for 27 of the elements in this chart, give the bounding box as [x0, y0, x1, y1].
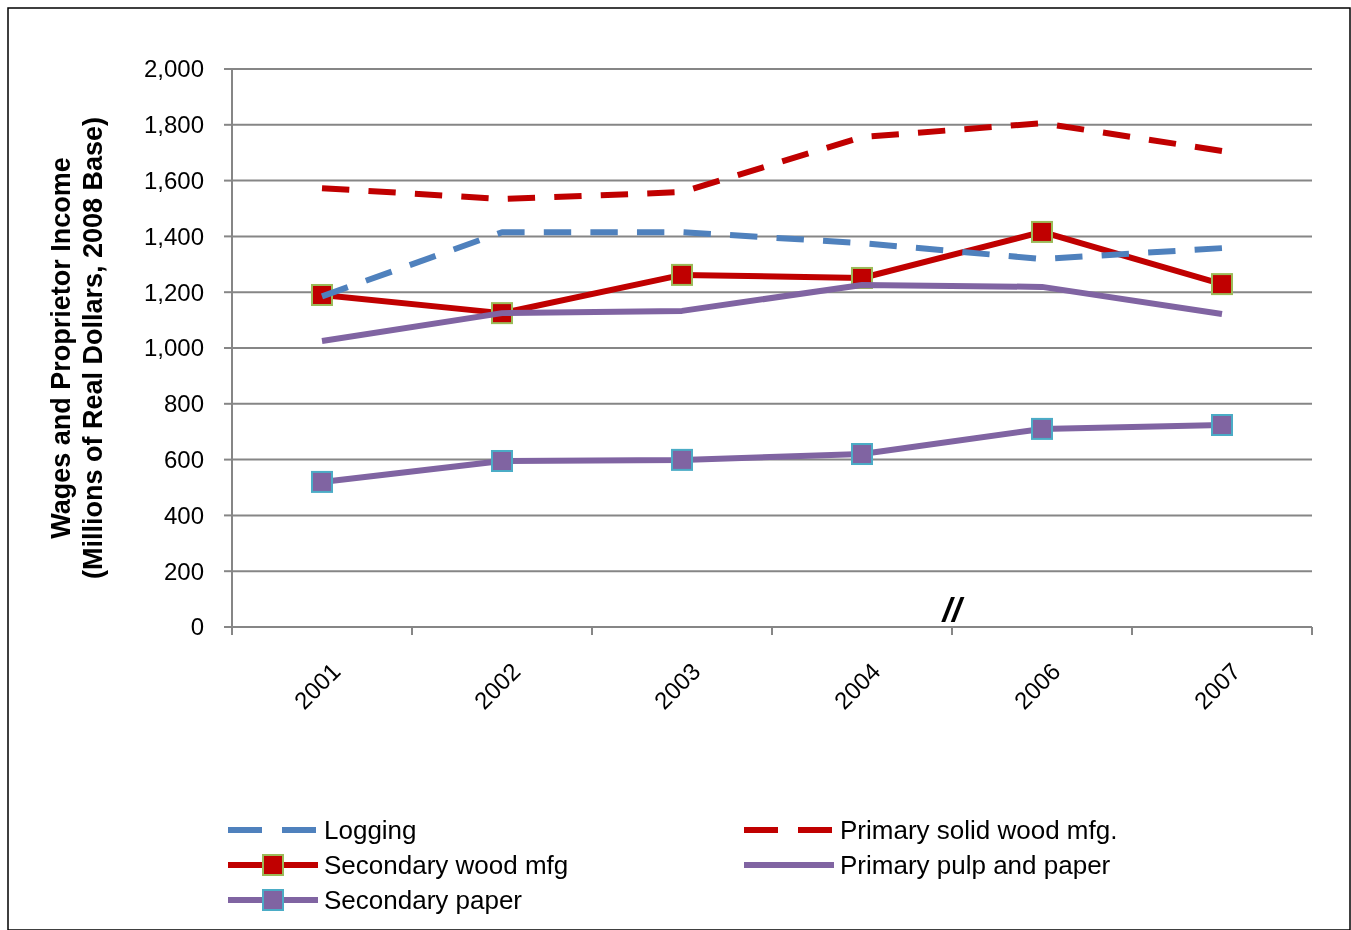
- legend-label: Secondary wood mfg: [324, 850, 569, 881]
- point: [1031, 220, 1053, 243]
- legend-label: Primary solid wood mfg.: [840, 815, 1118, 846]
- point: [1211, 273, 1233, 296]
- annotation: //: [940, 590, 965, 628]
- legend-label: Logging: [324, 815, 417, 846]
- point: [311, 470, 333, 493]
- y-tick-label: 600: [163, 446, 204, 473]
- y-tick-label: 2,000: [143, 55, 204, 83]
- y-tick-label: 0: [190, 613, 204, 641]
- point: [671, 263, 693, 286]
- point: [1211, 414, 1233, 436]
- point: [671, 448, 693, 471]
- y-tick-label: 1,800: [143, 111, 204, 139]
- y-tick-label: 400: [163, 501, 204, 529]
- y-tick-label: 1,000: [143, 334, 204, 362]
- y-tick-label: 200: [163, 557, 204, 585]
- y-tick-label: 1,200: [143, 278, 204, 306]
- point: [1031, 417, 1053, 440]
- legend-label: Primary pulp and paper: [840, 850, 1111, 881]
- y-tick-label: 800: [163, 390, 204, 418]
- y-tick-label: 1,600: [143, 167, 204, 194]
- y-axis-title: Wages and Proprietor Income (Millions of Real Dollars, 2008 Base): [46, 116, 108, 580]
- legend-label: Secondary paper: [324, 885, 523, 916]
- point: [491, 450, 513, 472]
- point: [851, 443, 873, 466]
- y-tick-label: 1,400: [143, 222, 204, 250]
